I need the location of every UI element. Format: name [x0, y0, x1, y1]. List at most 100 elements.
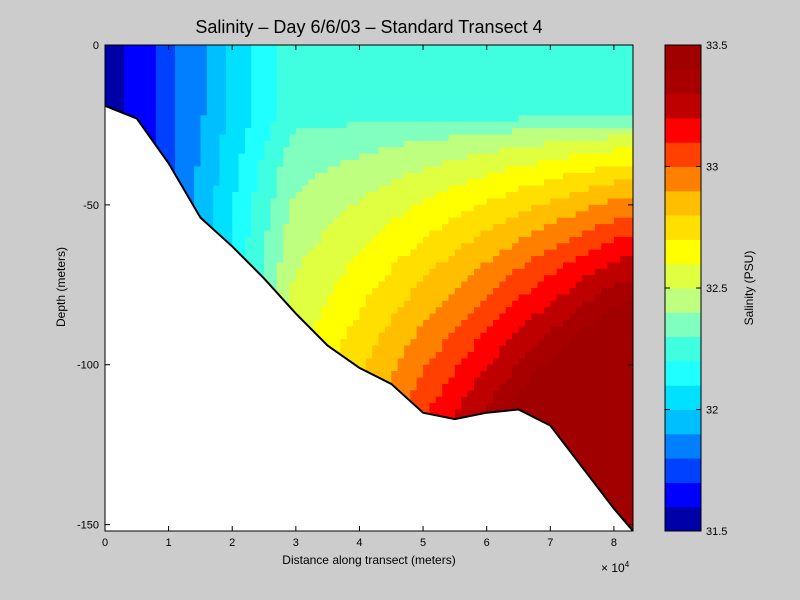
- contour-cell: [295, 51, 303, 59]
- contour-cell: [238, 236, 246, 244]
- contour-cell: [397, 51, 405, 59]
- contour-cell: [238, 166, 246, 174]
- contour-cell: [359, 204, 367, 212]
- contour-cell: [403, 160, 411, 168]
- contour-cell: [321, 288, 329, 295]
- contour-cell: [327, 300, 335, 308]
- contour-cell: [423, 160, 431, 168]
- contour-cell: [454, 339, 462, 347]
- contour-cell: [264, 51, 271, 59]
- contour-cell: [378, 96, 386, 104]
- contour-cell: [493, 64, 501, 72]
- contour-cell: [206, 179, 214, 187]
- contour-cell: [435, 102, 443, 110]
- contour-cell: [155, 102, 163, 110]
- contour-cell: [143, 108, 151, 116]
- contour-cell: [314, 45, 322, 52]
- contour-cell: [397, 128, 405, 136]
- contour-cell: [493, 51, 501, 59]
- contour-cell: [238, 211, 246, 219]
- contour-cell: [346, 147, 354, 155]
- contour-cell: [391, 76, 399, 84]
- contour-cell: [130, 70, 138, 78]
- contour-cell: [365, 185, 373, 193]
- contour-cell: [435, 45, 443, 52]
- contour-cell: [143, 64, 151, 72]
- contour-cell: [359, 57, 367, 65]
- contour-cell: [448, 281, 456, 289]
- contour-cell: [384, 70, 392, 78]
- contour-cell: [391, 358, 399, 366]
- contour-cell: [365, 179, 373, 187]
- contour-cell: [340, 96, 348, 104]
- contour-cell: [334, 192, 341, 200]
- contour-cell: [518, 128, 526, 136]
- contour-cell: [480, 307, 488, 315]
- contour-cell: [423, 358, 431, 366]
- contour-cell: [213, 51, 221, 59]
- contour-cell: [403, 89, 411, 97]
- contour-cell: [232, 147, 240, 155]
- contour-cell: [423, 102, 431, 110]
- contour-cell: [448, 102, 456, 110]
- contour-cell: [442, 198, 450, 206]
- contour-cell: [410, 211, 418, 219]
- contour-cell: [391, 236, 399, 244]
- contour-cell: [334, 345, 341, 353]
- contour-cell: [486, 64, 494, 72]
- contour-cell: [353, 268, 361, 276]
- contour-cell: [454, 179, 462, 187]
- contour-cell: [321, 89, 329, 97]
- contour-cell: [314, 57, 322, 65]
- contour-cell: [416, 204, 424, 212]
- contour-cell: [187, 57, 195, 65]
- contour-cell: [505, 339, 513, 347]
- contour-cell: [429, 45, 437, 52]
- contour-cell: [403, 121, 411, 129]
- contour-cell: [232, 166, 240, 174]
- contour-cell: [346, 313, 354, 321]
- contour-cell: [238, 134, 246, 142]
- contour-cell: [225, 166, 233, 174]
- contour-cell: [493, 371, 501, 379]
- contour-cell: [174, 166, 182, 174]
- contour-cell: [435, 358, 443, 366]
- contour-cell: [499, 166, 507, 174]
- contour-cell: [283, 294, 291, 302]
- contour-cell: [346, 300, 354, 308]
- contour-cell: [174, 172, 182, 180]
- contour-cell: [155, 140, 163, 148]
- contour-cell: [213, 102, 221, 110]
- contour-cell: [429, 166, 437, 174]
- contour-cell: [225, 115, 233, 123]
- contour-cell: [117, 45, 125, 52]
- contour-cell: [397, 45, 405, 52]
- contour-cell: [124, 51, 132, 59]
- contour-cell: [493, 128, 501, 136]
- contour-cell: [461, 192, 469, 200]
- contour-cell: [206, 192, 214, 200]
- contour-cell: [416, 319, 424, 327]
- contour-cell: [403, 256, 411, 264]
- contour-cell: [378, 51, 386, 59]
- contour-cell: [423, 147, 431, 155]
- contour-cell: [473, 268, 481, 276]
- x-axis-label: Distance along transect (meters): [282, 553, 456, 567]
- contour-cell: [225, 179, 233, 187]
- contour-cell: [423, 377, 431, 385]
- contour-cell: [493, 153, 501, 161]
- contour-cell: [435, 230, 443, 238]
- contour-cell: [505, 256, 513, 264]
- contour-cell: [435, 262, 443, 270]
- contour-cell: [365, 275, 373, 283]
- contour-cell: [353, 153, 361, 161]
- contour-cell: [493, 307, 501, 315]
- contour-cell: [429, 236, 437, 244]
- contour-cell: [493, 192, 501, 200]
- contour-cell: [314, 230, 322, 238]
- contour-cell: [461, 390, 469, 398]
- contour-cell: [435, 140, 443, 148]
- contour-cell: [435, 377, 443, 385]
- contour-cell: [244, 256, 252, 264]
- contour-cell: [480, 396, 488, 404]
